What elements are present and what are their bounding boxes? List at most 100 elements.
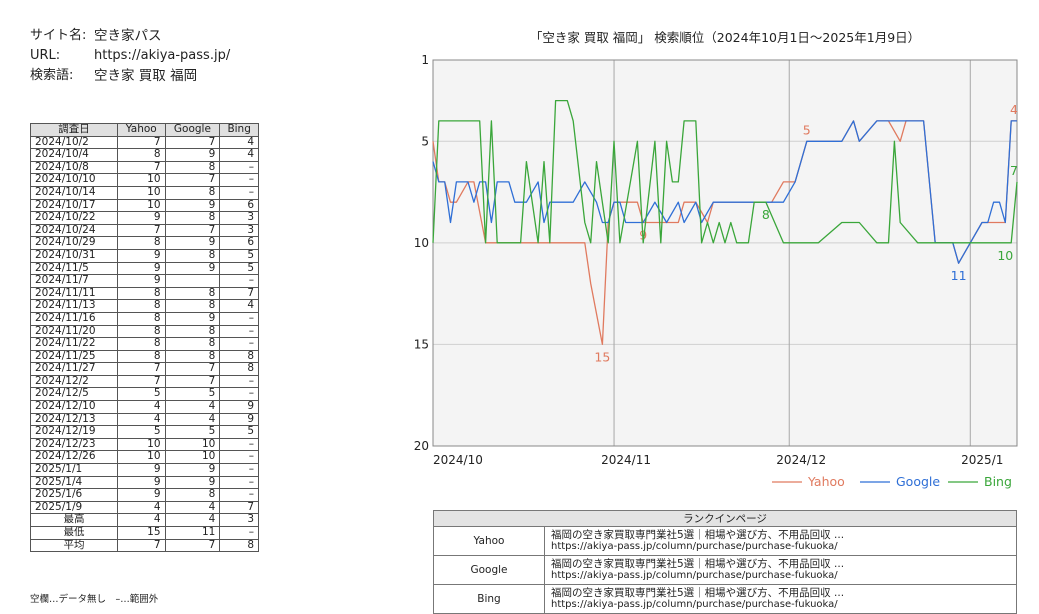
- rank-cell: 8: [164, 286, 221, 301]
- y-tick-label: 20: [414, 439, 429, 453]
- landing-page-table: ランクインページ Yahoo 福岡の空き家買取専門業社5選｜相場や選び方、不用品回…: [433, 510, 1017, 614]
- rank-cell: –: [219, 463, 259, 477]
- table-row: 2024/11/11 8 8 7: [30, 286, 259, 301]
- table-row: 2024/11/13 8 8 4: [30, 299, 259, 313]
- rank-cell: 10: [117, 437, 166, 452]
- rank-cell: 8: [164, 185, 221, 200]
- row-label: 2025/1/6: [30, 488, 118, 502]
- rank-cell: 9: [117, 248, 166, 263]
- row-label: 2024/11/7: [30, 274, 118, 288]
- rank-cell: 10: [117, 185, 166, 200]
- rank-cell: 9: [164, 236, 221, 250]
- row-label: 2024/11/13: [30, 299, 118, 313]
- landing-table-body: Yahoo 福岡の空き家買取専門業社5選｜相場や選び方、不用品回収 ... http…: [433, 526, 1017, 614]
- rank-cell: –: [219, 311, 259, 326]
- rank-cell: 8: [117, 349, 166, 364]
- rank-cell: 8: [117, 311, 166, 326]
- engine-name: Google: [433, 555, 545, 585]
- table-row: 2024/10/8 7 8–: [30, 160, 259, 175]
- table-row: 2024/11/27 7 7 8: [30, 362, 259, 376]
- table-row: 2024/10/17 10 9 6: [30, 198, 259, 213]
- rank-cell: 4: [117, 500, 166, 515]
- x-tick-label: 2025/1: [961, 453, 1003, 467]
- page-url[interactable]: https://akiya-pass.jp/column/purchase/pu…: [551, 541, 838, 552]
- table-row: 2024/10/14 10 8–: [30, 185, 259, 200]
- page-title[interactable]: 福岡の空き家買取専門業社5選｜相場や選び方、不用品回収 ...: [551, 558, 845, 570]
- x-tick-label: 2024/10: [433, 453, 483, 467]
- rank-cell: 9: [164, 311, 221, 326]
- table-row: 2024/12/13 4 4 9: [30, 412, 259, 427]
- rank-cell: 7: [219, 286, 259, 301]
- rank-cell: 3: [219, 223, 259, 238]
- table-row: 2024/11/16 8 9–: [30, 311, 259, 326]
- rank-cell: 9: [117, 475, 166, 490]
- rank-cell: 8: [117, 236, 166, 250]
- row-label: 2024/11/22: [30, 337, 118, 351]
- row-label: 2024/11/16: [30, 311, 118, 326]
- x-tick-label: 2024/12: [776, 453, 826, 467]
- table-row: 2024/12/23 10 10–: [30, 437, 259, 452]
- site-url[interactable]: https://akiya-pass.jp/: [94, 48, 231, 63]
- rank-cell: 8: [164, 337, 221, 351]
- row-label: 2024/11/5: [30, 261, 118, 276]
- rank-cell: 3: [219, 513, 259, 527]
- row-label: 平均: [30, 538, 118, 553]
- page-url[interactable]: https://akiya-pass.jp/column/purchase/pu…: [551, 570, 838, 581]
- rank-cell: 10: [117, 450, 166, 465]
- table-row: 2024/11/7 9 –: [30, 274, 259, 288]
- page-title[interactable]: 福岡の空き家買取専門業社5選｜相場や選び方、不用品回収 ...: [551, 587, 845, 599]
- landing-page-cell: 福岡の空き家買取専門業社5選｜相場や選び方、不用品回収 ... https://a…: [544, 526, 1017, 556]
- engine-name: Yahoo: [433, 526, 545, 556]
- rank-cell: 10: [164, 437, 221, 452]
- rank-cell: 5: [164, 425, 221, 439]
- table-row: 2024/12/5 5 5–: [30, 387, 259, 402]
- rank-cell: –: [219, 374, 259, 389]
- rank-table: 調査日 Yahoo Google Bing 2024/10/2 7 7 4 2024/10/4…: [30, 123, 259, 553]
- table-row: 2025/1/9 4 4 7: [30, 500, 259, 515]
- rank-cell: 8: [117, 299, 166, 313]
- rank-cell: 7: [164, 173, 221, 187]
- rank-cell: 7: [117, 538, 166, 553]
- x-tick-label: 2024/11: [601, 453, 651, 467]
- summary-row: 最低 15 11–: [30, 526, 259, 540]
- rank-cell: 6: [219, 198, 259, 213]
- rank-cell: 4: [117, 513, 166, 527]
- rank-cell: 4: [219, 135, 259, 150]
- data-label: 8: [762, 207, 770, 222]
- rank-cell: 9: [117, 488, 166, 502]
- rank-cell: 7: [164, 223, 221, 238]
- chart-title: 「空き家 買取 福岡」 検索順位（2024年10月1日～2025年1月9日）: [529, 30, 921, 45]
- rank-cell: 8: [164, 324, 221, 339]
- rank-table-body: 2024/10/2 7 7 4 2024/10/4 8 9 4 2024/10/8 7 8–2024…: [30, 135, 259, 553]
- row-label: 2024/12/19: [30, 425, 118, 439]
- y-tick-label: 1: [421, 53, 429, 67]
- rank-cell: –: [219, 173, 259, 187]
- rank-cell: –: [219, 274, 259, 288]
- landing-table-title: ランクインページ: [433, 510, 1017, 527]
- rank-cell: 8: [117, 324, 166, 339]
- row-label: 2024/11/25: [30, 349, 118, 364]
- rank-cell: 9: [164, 148, 221, 162]
- landing-row: Bing 福岡の空き家買取専門業社5選｜相場や選び方、不用品回収 ... https…: [433, 584, 1017, 614]
- row-label: 2024/10/14: [30, 185, 118, 200]
- table-row: 2025/1/6 9 8–: [30, 488, 259, 502]
- row-label: 2025/1/4: [30, 475, 118, 490]
- column-header: Yahoo: [117, 123, 166, 137]
- row-label: 2024/10/24: [30, 223, 118, 238]
- page-url[interactable]: https://akiya-pass.jp/column/purchase/pu…: [551, 599, 838, 610]
- table-row: 2024/10/10 10 7–: [30, 173, 259, 187]
- plot-area: [433, 60, 1017, 446]
- row-label: 最高: [30, 513, 118, 527]
- rank-cell: 8: [164, 211, 221, 225]
- rank-cell: 11: [164, 526, 221, 540]
- row-label: 2024/12/2: [30, 374, 118, 389]
- summary-row: 最高 4 4 3: [30, 513, 259, 527]
- column-header: Google: [164, 123, 221, 137]
- row-label: 2024/10/8: [30, 160, 118, 175]
- rank-cell: 9: [117, 261, 166, 276]
- table-row: 2024/10/31 9 8 5: [30, 248, 259, 263]
- rank-cell: 7: [164, 374, 221, 389]
- data-label: 11: [951, 268, 967, 283]
- rank-cell: 10: [164, 450, 221, 465]
- page-title[interactable]: 福岡の空き家買取専門業社5選｜相場や選び方、不用品回収 ...: [551, 529, 845, 541]
